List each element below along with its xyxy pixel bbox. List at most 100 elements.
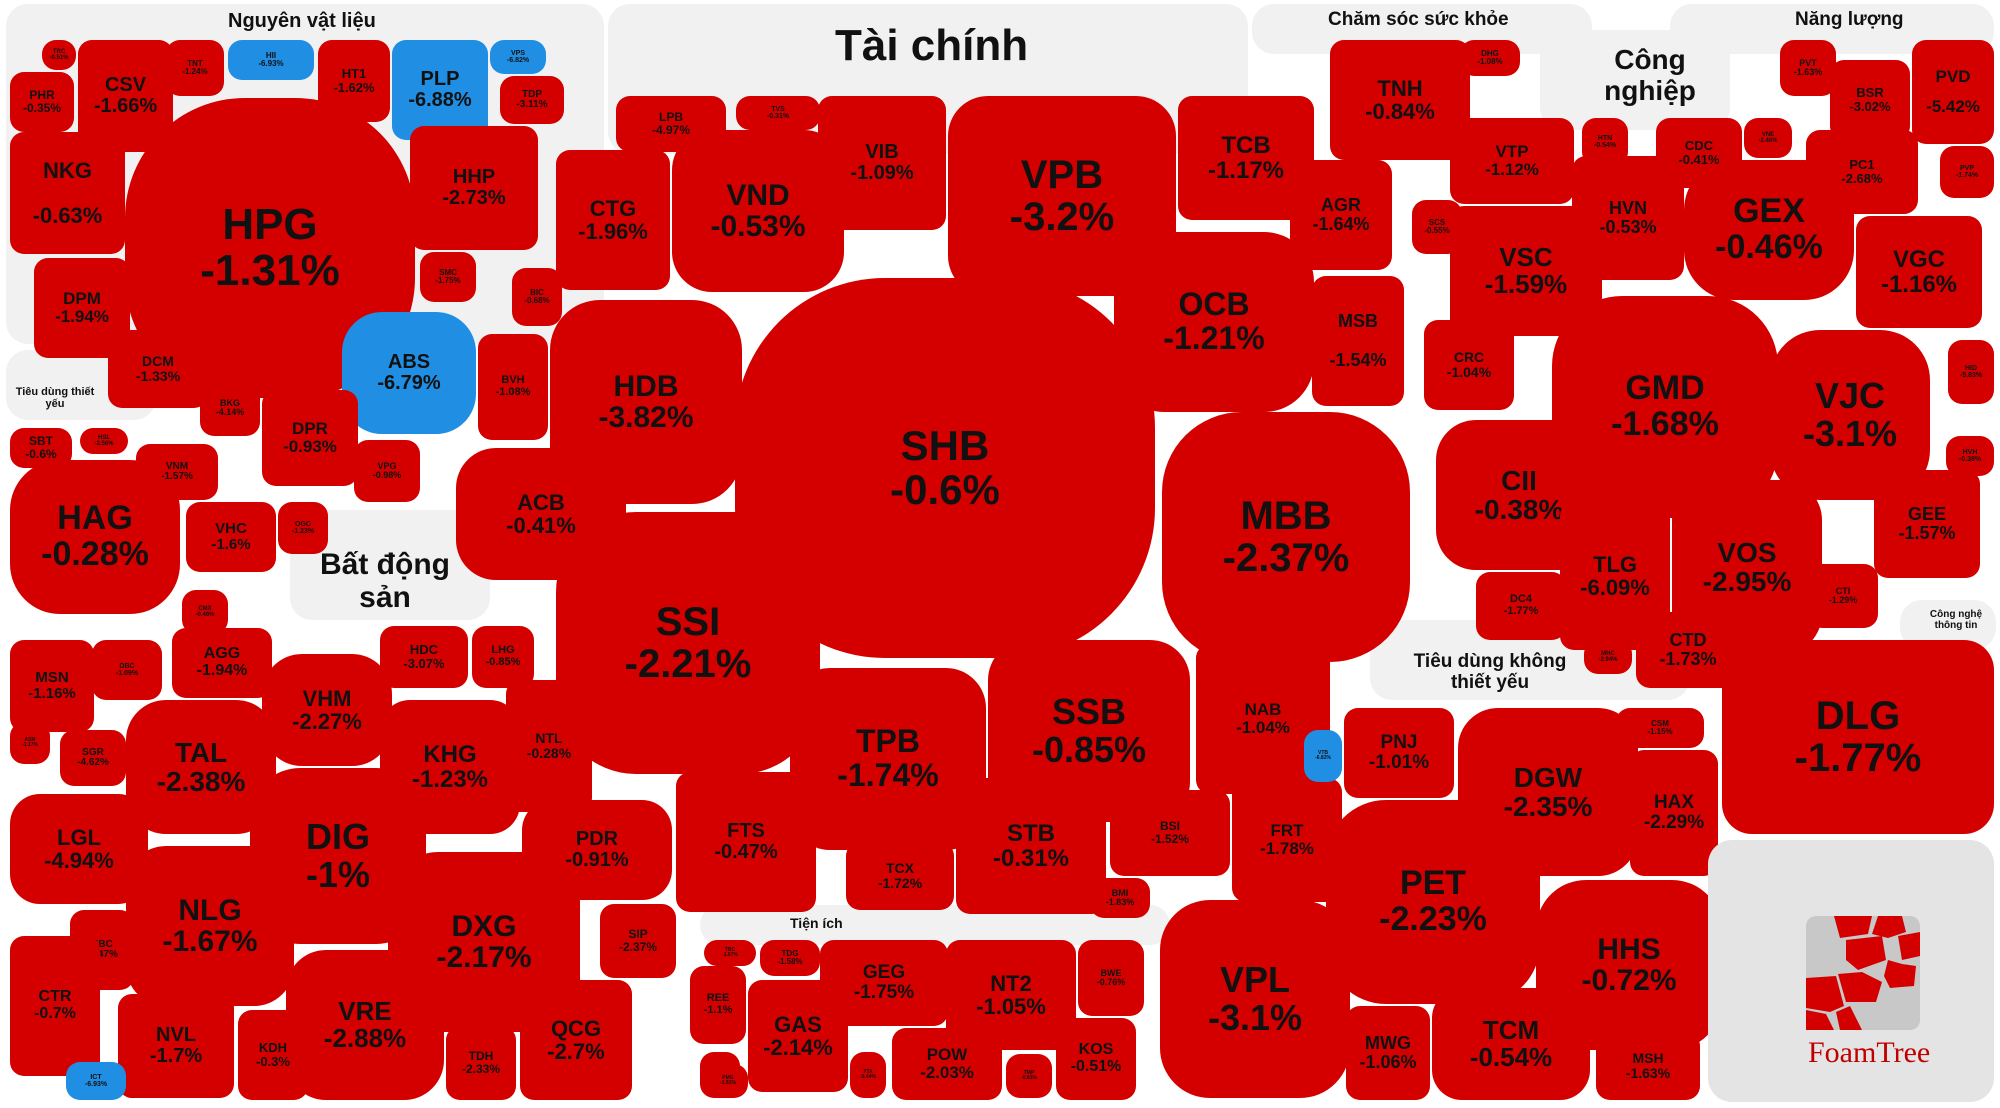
cell-ACB[interactable]: ACB -0.41% [456, 448, 626, 580]
cell-DHG[interactable]: DHG -1.08% [1460, 40, 1520, 76]
cell-VHM[interactable]: VHM -2.27% [262, 654, 392, 766]
cell-OCB[interactable]: OCB -1.21% [1114, 232, 1314, 412]
cell-MHC[interactable]: MHC -2.94% [1584, 640, 1632, 674]
cell-DLG[interactable]: DLG -1.77% [1722, 640, 1994, 834]
cell-MSN[interactable]: MSN -1.16% [10, 640, 94, 732]
cell-STB[interactable]: STB -0.31% [956, 778, 1106, 914]
cell-AGG[interactable]: AGG -1.94% [172, 628, 272, 698]
cell-KDH[interactable]: KDH -0.3% [238, 1010, 308, 1100]
cell-TBC[interactable]: TBC -1.07% [704, 940, 756, 966]
cell-TTA[interactable]: TTA -0.44% [850, 1052, 886, 1098]
cell-DPR[interactable]: DPR -0.93% [262, 390, 358, 486]
cell-HHP[interactable]: HHP -2.73% [410, 126, 538, 250]
cell-BSI[interactable]: BSI -1.52% [1110, 790, 1230, 876]
cell-QCG[interactable]: QCG -2.7% [520, 980, 632, 1100]
cell-VHC[interactable]: VHC -1.6% [186, 502, 276, 572]
cell-ASM[interactable]: ASM -1.17% [10, 722, 50, 764]
cell-ICT[interactable]: ICT -6.93% [66, 1062, 126, 1100]
cell-NTL[interactable]: NTL -0.28% [506, 680, 592, 812]
cell-VTB[interactable]: VTB -6.82% [1304, 730, 1342, 782]
cell-HT1[interactable]: HT1 -1.62% [318, 40, 390, 122]
cell-PVP[interactable]: PVP -1.74% [1940, 146, 1994, 198]
cell-HAX[interactable]: HAX -2.29% [1630, 750, 1718, 876]
cell-BIC[interactable]: BIC -0.68% [512, 268, 562, 326]
cell-KHG[interactable]: KHG -1.23% [380, 700, 520, 834]
cell-CTI[interactable]: CTI -1.29% [1808, 564, 1878, 628]
cell-HSL[interactable]: HSL -2.56% [80, 428, 128, 454]
cell-TCX[interactable]: TCX -1.72% [846, 842, 954, 910]
cell-POW[interactable]: POW -2.03% [892, 1028, 1002, 1100]
cell-SMC[interactable]: SMC -1.75% [420, 252, 476, 302]
cell-PVT[interactable]: PVT -1.63% [1780, 40, 1836, 96]
cell-NVL[interactable]: NVL -1.7% [118, 994, 234, 1098]
cell-CSM[interactable]: CSM -1.15% [1616, 708, 1704, 748]
cell-BMI[interactable]: BMI -1.83% [1090, 878, 1150, 918]
cell-DCM[interactable]: DCM -1.33% [108, 330, 208, 408]
cell-TRC[interactable]: TRC -0.51% [42, 40, 76, 70]
cell-VNM[interactable]: VNM -1.57% [136, 444, 218, 500]
cell-GEE[interactable]: GEE -1.57% [1874, 470, 1980, 578]
cell-BWE[interactable]: BWE -0.76% [1078, 940, 1144, 1016]
cell-VNE[interactable]: VNE -2.46% [1744, 118, 1792, 158]
cell-HID[interactable]: HID -5.83% [1948, 340, 1994, 404]
cell-HHS[interactable]: HHS -0.72% [1536, 880, 1722, 1050]
cell-VIB[interactable]: VIB -1.09% [818, 96, 946, 230]
cell-BSR[interactable]: BSR -3.02% [1830, 60, 1910, 140]
cell-PC1[interactable]: PC1 -2.68% [1806, 130, 1918, 214]
cell-VPS[interactable]: VPS -6.82% [490, 40, 546, 74]
cell-SIP[interactable]: SIP -2.37% [600, 904, 676, 978]
cell-HII[interactable]: HII -6.93% [228, 40, 314, 80]
cell-VPG[interactable]: VPG -0.98% [354, 440, 420, 502]
cell-MBB[interactable]: MBB -2.37% [1162, 412, 1410, 662]
cell-HDC[interactable]: HDC -3.07% [380, 626, 468, 688]
cell-SCS[interactable]: SCS -0.55% [1412, 200, 1462, 254]
cell-TNH[interactable]: TNH -0.84% [1330, 40, 1470, 160]
cell-PHR[interactable]: PHR -0.35% [10, 72, 74, 132]
cell-KOS[interactable]: KOS -0.51% [1056, 1018, 1136, 1100]
cell-PVD[interactable]: PVD -5.42% [1912, 40, 1994, 144]
sector-cong-nghiep[interactable] [1540, 30, 1730, 130]
cell-VPB[interactable]: VPB -3.2% [948, 96, 1176, 296]
cell-PMG[interactable]: PMG -1.92% [708, 1064, 748, 1098]
cell-TCM[interactable]: TCM -0.54% [1432, 988, 1590, 1100]
cell-CMX[interactable]: CMX -0.46% [182, 590, 228, 634]
cell-SBT[interactable]: SBT -0.6% [10, 428, 72, 468]
cell-CRC[interactable]: CRC -1.04% [1424, 320, 1514, 410]
cell-BKG[interactable]: BKG -4.14% [200, 380, 260, 436]
cell-TNT[interactable]: TNT -1.24% [166, 40, 224, 96]
cell-LGL[interactable]: LGL -4.94% [10, 794, 148, 904]
cell-VTP[interactable]: VTP -1.12% [1450, 118, 1574, 204]
cell-MSB[interactable]: MSB -1.54% [1312, 276, 1404, 406]
cell-DGW[interactable]: DGW -2.35% [1458, 708, 1638, 876]
cell-ABS[interactable]: ABS -6.79% [342, 312, 476, 434]
cell-VRE[interactable]: VRE -2.88% [286, 950, 444, 1100]
cell-VND[interactable]: VND -0.53% [672, 130, 844, 292]
cell-MSH[interactable]: MSH -1.63% [1596, 1032, 1700, 1100]
cell-TAL[interactable]: TAL -2.38% [126, 700, 276, 834]
cell-FTS[interactable]: FTS -0.47% [676, 772, 816, 912]
cell-DC4[interactable]: DC4 -1.77% [1476, 572, 1566, 640]
cell-NLG[interactable]: NLG -1.67% [126, 846, 294, 1006]
cell-TDG[interactable]: TDG -1.58% [760, 940, 820, 976]
cell-AGR[interactable]: AGR -1.64% [1290, 160, 1392, 270]
cell-TPB[interactable]: TPB -1.74% [790, 668, 986, 850]
cell-BVH[interactable]: BVH -1.08% [478, 334, 548, 440]
cell-TMP[interactable]: TMP -0.83% [1006, 1054, 1052, 1098]
cell-PLP[interactable]: PLP -6.88% [392, 40, 488, 140]
cell-HTN[interactable]: HTN -0.54% [1582, 118, 1628, 166]
cell-CTR[interactable]: CTR -0.7% [10, 936, 100, 1076]
cell-GEG[interactable]: GEG -1.75% [820, 940, 948, 1026]
cell-NKG[interactable]: NKG -0.63% [10, 132, 125, 254]
cell-DBC[interactable]: DBC -1.09% [92, 640, 162, 700]
cell-TVS[interactable]: TVS -0.31% [736, 96, 820, 130]
cell-VGC[interactable]: VGC -1.16% [1856, 216, 1982, 328]
cell-MWG[interactable]: MWG -1.06% [1346, 1006, 1430, 1100]
cell-CTG[interactable]: CTG -1.96% [556, 150, 670, 290]
cell-SGR[interactable]: SGR -4.62% [60, 730, 126, 786]
cell-PNJ[interactable]: PNJ -1.01% [1344, 708, 1454, 798]
cell-LPB[interactable]: LPB -4.97% [616, 96, 726, 152]
cell-LHG[interactable]: LHG -0.85% [472, 626, 534, 688]
cell-TDH[interactable]: TDH -2.33% [446, 1026, 516, 1100]
cell-VPL[interactable]: VPL -3.1% [1160, 900, 1350, 1098]
cell-CDC[interactable]: CDC -0.41% [1656, 118, 1742, 188]
